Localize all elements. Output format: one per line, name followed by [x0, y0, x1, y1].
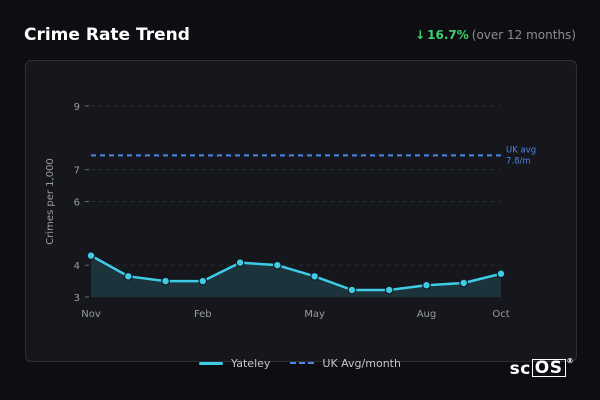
data-point	[272, 260, 282, 270]
chart-legend: Yateley UK Avg/month	[0, 355, 600, 371]
series-swatch	[199, 361, 224, 365]
legend-avg-label: UK Avg/month	[322, 356, 401, 370]
y-tick-label: 7	[74, 166, 80, 177]
data-point	[347, 285, 357, 295]
down-arrow-icon: ↓	[415, 28, 426, 42]
brand-prefix: sc	[509, 359, 531, 379]
brand-boxed: OS	[531, 359, 566, 377]
legend-item-avg[interactable]: UK Avg/month	[290, 357, 401, 370]
x-tick-label: Aug	[417, 309, 437, 320]
x-tick-label: May	[304, 309, 325, 320]
data-point	[123, 271, 133, 281]
avg-swatch	[290, 362, 315, 364]
data-point	[384, 285, 394, 295]
series-area	[91, 255, 501, 297]
data-point	[422, 280, 431, 290]
y-tick-label: 4	[74, 261, 80, 272]
change-value: 16.7%	[427, 28, 469, 42]
change-note: (over 12 months)	[471, 28, 576, 42]
brand-logo: sc OS ®	[509, 357, 574, 379]
legend-item-series[interactable]: Yateley	[199, 357, 270, 370]
data-point	[459, 278, 469, 288]
data-point	[310, 271, 320, 281]
data-point	[161, 276, 170, 286]
data-point	[198, 276, 208, 286]
change-indicator: ↓ 16.7% (over 12 months)	[415, 28, 576, 42]
y-tick-label: 3	[74, 293, 80, 304]
series-line	[90, 254, 502, 292]
uk-avg-label: UK avg	[506, 145, 536, 155]
x-tick-label: Oct	[492, 309, 509, 320]
data-point	[86, 251, 96, 261]
chart-card	[25, 60, 577, 362]
uk-avg-value-label: 7.8/m	[506, 156, 531, 166]
y-tick-label: 9	[74, 102, 80, 113]
data-point	[235, 258, 245, 268]
x-tick-label: Nov	[81, 309, 101, 320]
brand-registered-mark: ®	[566, 357, 574, 365]
data-point	[496, 269, 506, 279]
legend-series-label: Yateley	[231, 356, 271, 370]
y-tick-label: 6	[74, 198, 80, 209]
x-tick-label: Feb	[194, 309, 212, 320]
y-axis-label: Crimes per 1,000	[45, 158, 56, 245]
chart-title: Crime Rate Trend	[24, 25, 190, 45]
